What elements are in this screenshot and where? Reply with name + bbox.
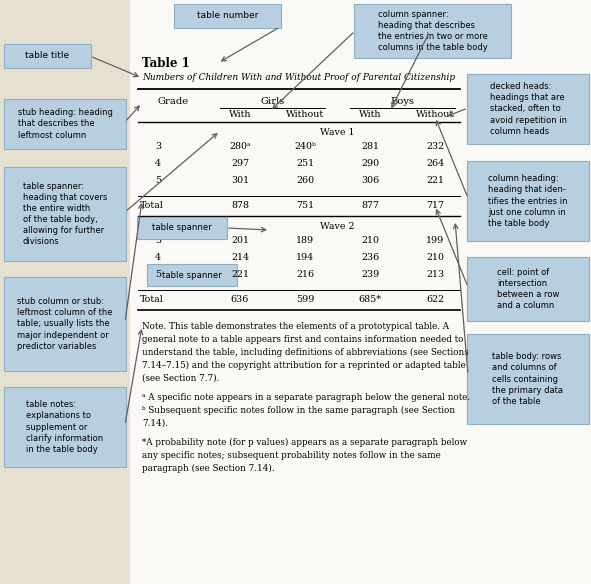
Text: Table 1: Table 1 (142, 57, 190, 70)
Text: 251: 251 (296, 159, 314, 168)
Text: 239: 239 (361, 270, 379, 279)
FancyBboxPatch shape (467, 257, 589, 321)
Text: 232: 232 (426, 142, 444, 151)
Text: 221: 221 (231, 270, 249, 279)
Text: Numbers of Children With and Without Proof of Parental Citizenship: Numbers of Children With and Without Pro… (142, 73, 455, 82)
Text: Without: Without (416, 110, 454, 119)
FancyBboxPatch shape (467, 74, 589, 144)
Text: 281: 281 (361, 142, 379, 151)
Text: With: With (229, 110, 251, 119)
FancyBboxPatch shape (354, 4, 511, 58)
Text: 301: 301 (231, 176, 249, 185)
Text: 189: 189 (296, 236, 314, 245)
Text: Girls: Girls (261, 97, 285, 106)
Text: 260: 260 (296, 176, 314, 185)
Text: 5: 5 (155, 176, 161, 185)
Text: 194: 194 (296, 253, 314, 262)
FancyBboxPatch shape (467, 334, 589, 424)
Text: ᵃ A specific note appears in a separate paragraph below the general note.: ᵃ A specific note appears in a separate … (142, 393, 470, 402)
Text: column heading:
heading that iden-
tifies the entries in
just one column in
the : column heading: heading that iden- tifie… (488, 174, 568, 228)
FancyBboxPatch shape (467, 161, 589, 241)
Text: 636: 636 (231, 295, 249, 304)
Text: table body: rows
and columns of
cells containing
the primary data
of the table: table body: rows and columns of cells co… (492, 352, 563, 406)
Text: any specific notes; subsequent probability notes follow in the same: any specific notes; subsequent probabili… (142, 451, 441, 460)
Text: cell: point of
intersection
between a row
and a column: cell: point of intersection between a ro… (497, 268, 559, 310)
Text: 717: 717 (426, 201, 444, 210)
Text: Wave 2: Wave 2 (320, 222, 355, 231)
Text: 236: 236 (361, 253, 379, 262)
Text: Total: Total (140, 295, 164, 304)
Text: table number: table number (197, 12, 258, 20)
Text: Grade: Grade (158, 97, 189, 106)
Text: table title: table title (25, 51, 70, 61)
Text: Note. This table demonstrates the elements of a prototypical table. A: Note. This table demonstrates the elemen… (142, 322, 449, 331)
Text: stub heading: heading
that describes the
leftmost column: stub heading: heading that describes the… (18, 109, 112, 140)
Text: 599: 599 (296, 295, 314, 304)
Text: table spanner: table spanner (162, 270, 222, 280)
Text: 622: 622 (426, 295, 444, 304)
Text: understand the table, including definitions of abbreviations (see Sections: understand the table, including definiti… (142, 348, 469, 357)
Text: paragraph (see Section 7.14).: paragraph (see Section 7.14). (142, 464, 275, 473)
Text: 221: 221 (426, 176, 444, 185)
Text: 685*: 685* (358, 295, 382, 304)
Text: 7.14).: 7.14). (142, 419, 168, 428)
Text: Wave 1: Wave 1 (320, 128, 355, 137)
Text: table spanner: table spanner (152, 224, 212, 232)
FancyBboxPatch shape (4, 387, 126, 467)
Text: general note to a table appears first and contains information needed to: general note to a table appears first an… (142, 335, 463, 344)
FancyBboxPatch shape (4, 277, 126, 371)
Text: *A probability note (for p values) appears as a separate paragraph below: *A probability note (for p values) appea… (142, 438, 467, 447)
Text: 264: 264 (426, 159, 444, 168)
Text: table spanner:
heading that covers
the entire width
of the table body,
allowing : table spanner: heading that covers the e… (23, 182, 107, 246)
Bar (130, 0, 591, 584)
FancyBboxPatch shape (4, 44, 91, 68)
Text: 877: 877 (361, 201, 379, 210)
Text: 7.14–7.15) and the copyright attribution for a reprinted or adapted table: 7.14–7.15) and the copyright attribution… (142, 361, 466, 370)
Text: 878: 878 (231, 201, 249, 210)
Text: 280ᵃ: 280ᵃ (229, 142, 251, 151)
Text: 3: 3 (155, 236, 161, 245)
Text: (see Section 7.7).: (see Section 7.7). (142, 374, 219, 383)
Text: 210: 210 (361, 236, 379, 245)
Text: stub column or stub:
leftmost column of the
table; usually lists the
major indep: stub column or stub: leftmost column of … (17, 297, 113, 351)
Text: decked heads:
headings that are
stacked, often to
avoid repetition in
column hea: decked heads: headings that are stacked,… (489, 82, 567, 135)
FancyBboxPatch shape (147, 264, 237, 286)
Text: 213: 213 (426, 270, 444, 279)
Text: 290: 290 (361, 159, 379, 168)
Text: 751: 751 (296, 201, 314, 210)
Text: 4: 4 (155, 159, 161, 168)
Text: 199: 199 (426, 236, 444, 245)
Text: 306: 306 (361, 176, 379, 185)
Text: 240ᵇ: 240ᵇ (294, 142, 316, 151)
Text: With: With (359, 110, 381, 119)
Text: column spanner:
heading that describes
the entries in two or more
columns in the: column spanner: heading that describes t… (378, 10, 488, 52)
Text: 4: 4 (155, 253, 161, 262)
Text: Boys: Boys (391, 97, 414, 106)
Text: 210: 210 (426, 253, 444, 262)
Text: Total: Total (140, 201, 164, 210)
FancyBboxPatch shape (4, 99, 126, 149)
Text: 214: 214 (231, 253, 249, 262)
FancyBboxPatch shape (174, 4, 281, 28)
Text: 201: 201 (231, 236, 249, 245)
Text: 5: 5 (155, 270, 161, 279)
Text: 216: 216 (296, 270, 314, 279)
Text: ᵇ Subsequent specific notes follow in the same paragraph (see Section: ᵇ Subsequent specific notes follow in th… (142, 406, 455, 415)
Text: table notes:
explanations to
supplement or
clarify information
in the table body: table notes: explanations to supplement … (27, 400, 103, 454)
Text: 3: 3 (155, 142, 161, 151)
FancyBboxPatch shape (137, 217, 227, 239)
Text: 297: 297 (231, 159, 249, 168)
FancyBboxPatch shape (4, 167, 126, 261)
Text: Without: Without (286, 110, 324, 119)
